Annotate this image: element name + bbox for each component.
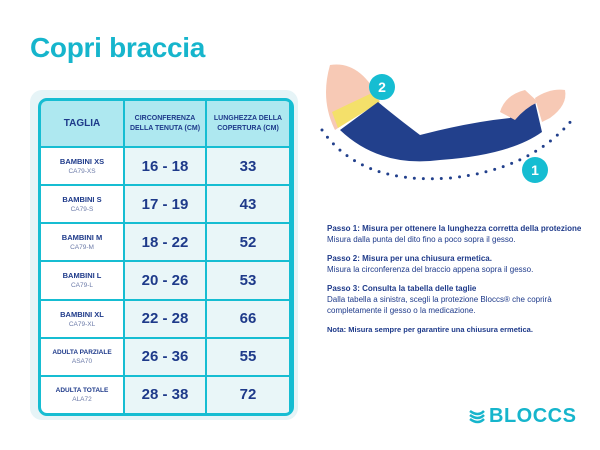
- length-cell: 43: [207, 186, 289, 223]
- badge-2: [369, 74, 395, 100]
- circumference-cell: 18 - 22: [125, 224, 205, 261]
- product-code: CA79-M: [70, 244, 94, 252]
- size-table: TAGLIA CIRCONFERENZA DELLA TENUTA (CM) L…: [38, 98, 294, 416]
- circumference-cell: 16 - 18: [125, 148, 205, 185]
- size-name: BAMBINI M: [61, 233, 103, 243]
- logo-wave-icon: [469, 409, 485, 423]
- size-cell: BAMBINI XS CA79-XS: [41, 148, 123, 185]
- size-name: BAMBINI S: [62, 195, 102, 205]
- circumference-cell: 20 - 26: [125, 262, 205, 299]
- page-title: Copri braccia: [30, 32, 206, 63]
- length-cell: 55: [207, 338, 289, 375]
- size-cell: BAMBINI XL CA79-XL: [41, 300, 123, 337]
- length-cell: 33: [207, 148, 289, 185]
- header-circumference: CIRCONFERENZA DELLA TENUTA (CM): [125, 101, 205, 146]
- arm-illustration: 2 1: [320, 64, 574, 183]
- badge-2-label: 2: [378, 79, 386, 95]
- product-code: CA79-L: [70, 282, 94, 290]
- step-1: Passo 1: Misura per ottenere la lunghezz…: [327, 223, 592, 245]
- step-1-text: Misura dalla punta del dito fino a poco …: [327, 235, 516, 244]
- header-length: LUNGHEZZA DELLA COPERTURA (CM): [207, 101, 289, 146]
- step-2-title: Passo 2: Misura per una chiusura ermetic…: [327, 254, 492, 263]
- product-code: ALA72: [72, 395, 92, 403]
- badge-1: [522, 157, 548, 183]
- bloccs-logo: BLOCCS: [468, 405, 576, 428]
- size-cell: BAMBINI S CA79-S: [41, 186, 123, 223]
- circumference-cell: 26 - 36: [125, 338, 205, 375]
- size-cell: BAMBINI M CA79-M: [41, 224, 123, 261]
- length-cell: 66: [207, 300, 289, 337]
- step-3-text: Dalla tabella a sinistra, scegli la prot…: [327, 295, 552, 315]
- badge-1-label: 1: [531, 162, 539, 178]
- step-2-text: Misura la circonferenza del braccio appe…: [327, 265, 534, 274]
- length-cell: 53: [207, 262, 289, 299]
- circumference-cell: 17 - 19: [125, 186, 205, 223]
- note: Nota: Misura sempre per garantire una ch…: [327, 325, 533, 334]
- step-3-title: Passo 3: Consulta la tabella delle tagli…: [327, 284, 477, 293]
- step-2: Passo 2: Misura per una chiusura ermetic…: [327, 253, 592, 275]
- product-code: ASA70: [71, 357, 93, 365]
- logo-text: BLOCCS: [489, 405, 577, 427]
- size-cell: ADULTA PARZIALE ASA70: [41, 338, 123, 375]
- size-cell: ADULTA TOTALE ALA72: [41, 376, 123, 413]
- length-cell: 72: [207, 376, 289, 413]
- length-cell: 52: [207, 224, 289, 261]
- instructions: Passo 1: Misura per ottenere la lunghezz…: [327, 223, 592, 335]
- circumference-cell: 22 - 28: [125, 300, 205, 337]
- product-code: CA79-XS: [68, 168, 96, 176]
- circumference-cell: 28 - 38: [125, 376, 205, 413]
- size-name: BAMBINI L: [62, 271, 102, 281]
- size-name: ADULTA TOTALE: [55, 386, 109, 394]
- size-name: BAMBINI XL: [60, 309, 104, 319]
- product-code: CA79-S: [70, 206, 94, 214]
- product-code: CA79-XL: [68, 320, 96, 328]
- step-3: Passo 3: Consulta la tabella delle tagli…: [327, 283, 592, 316]
- size-name: BAMBINI XS: [59, 157, 105, 167]
- header-size: TAGLIA: [41, 101, 123, 146]
- size-name: ADULTA PARZIALE: [52, 348, 112, 356]
- step-1-title: Passo 1: Misura per ottenere la lunghezz…: [327, 224, 582, 233]
- size-cell: BAMBINI L CA79-L: [41, 262, 123, 299]
